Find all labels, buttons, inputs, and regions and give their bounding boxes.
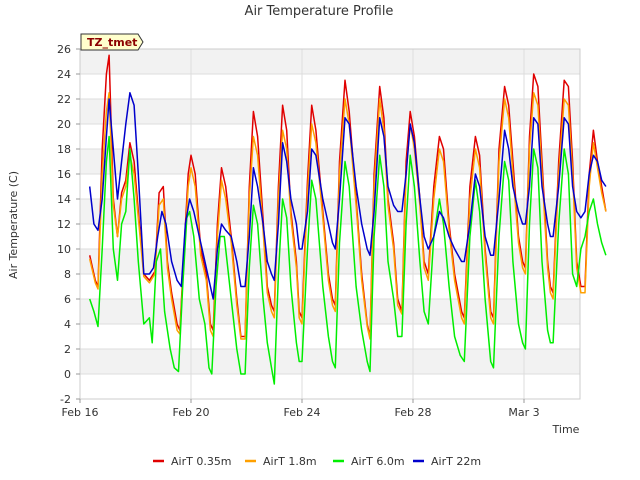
- station-tag-label: TZ_tmet: [87, 36, 137, 49]
- series-lines: [88, 54, 607, 385]
- legend: AirT 0.35m AirT 1.8m AirT 6.0m AirT 22m: [153, 455, 481, 468]
- y-tick-label: 6: [64, 293, 71, 306]
- series-line: [88, 92, 607, 340]
- y-tick-label: 20: [57, 118, 71, 131]
- y-tick-label: 10: [57, 243, 71, 256]
- legend-label: AirT 0.35m: [171, 455, 232, 468]
- x-axis-ticks: Feb 16 Feb 20 Feb 24 Feb 28 Mar 3: [62, 399, 540, 419]
- y-tick-label: 24: [57, 68, 71, 81]
- y-tick-label: 0: [64, 368, 71, 381]
- legend-label: AirT 1.8m: [263, 455, 317, 468]
- y-tick-label: 16: [57, 168, 71, 181]
- y-tick-label: 26: [57, 43, 71, 56]
- x-tick-label: Feb 16: [62, 406, 99, 419]
- y-tick-label: 12: [57, 218, 71, 231]
- series-line: [88, 92, 607, 300]
- station-tag: TZ_tmet: [80, 33, 144, 51]
- plot-band: [80, 249, 580, 274]
- plot-band: [80, 49, 580, 74]
- legend-label: AirT 22m: [431, 455, 481, 468]
- x-tick-label: Mar 3: [508, 406, 539, 419]
- series-line: [88, 54, 607, 338]
- plot-band: [80, 299, 580, 324]
- x-axis-label: Time: [552, 423, 580, 436]
- x-tick-label: Feb 28: [395, 406, 432, 419]
- x-tick-label: Feb 24: [284, 406, 321, 419]
- y-tick-label: 14: [57, 193, 71, 206]
- x-tick-label: Feb 20: [173, 406, 210, 419]
- plot-band: [80, 199, 580, 224]
- y-tick-label: -2: [60, 393, 71, 406]
- y-tick-label: 8: [64, 268, 71, 281]
- y-tick-label: 18: [57, 143, 71, 156]
- legend-label: AirT 6.0m: [351, 455, 405, 468]
- series-line: [88, 135, 607, 385]
- y-tick-label: 22: [57, 93, 71, 106]
- plot-band: [80, 99, 580, 124]
- y-tick-label: 2: [64, 343, 71, 356]
- chart-title: Air Temperature Profile: [245, 4, 394, 19]
- y-axis-label: Air Temperature (C): [7, 171, 20, 279]
- plot-band: [80, 349, 580, 374]
- plot-band: [80, 149, 580, 174]
- y-tick-label: 4: [64, 318, 71, 331]
